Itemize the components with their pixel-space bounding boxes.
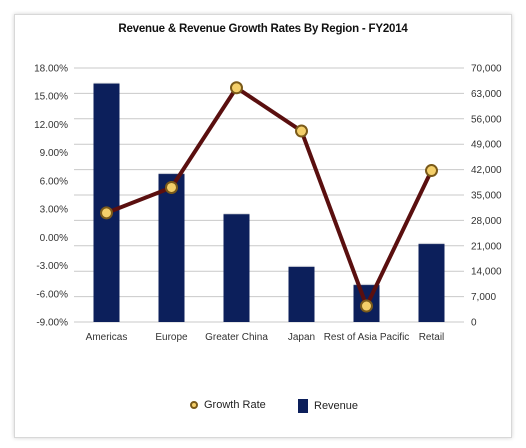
- category-label: Americas: [86, 332, 128, 343]
- revenue-bar: [288, 266, 315, 322]
- chart-title: Revenue & Revenue Growth Rates By Region…: [118, 23, 408, 35]
- right-tick-label: 49,000: [471, 140, 502, 151]
- right-tick-label: 28,000: [471, 216, 502, 227]
- left-tick-label: 12.00%: [34, 120, 68, 131]
- left-tick-label: 9.00%: [40, 148, 68, 159]
- revenue-bar: [223, 213, 250, 322]
- category-label: Europe: [155, 332, 188, 343]
- legend-item-growth: Growth Rate: [190, 399, 266, 411]
- axis-layer: 18.00% 15.00% 12.00% 9.00% 6.00% 3.00% 0.00% -3…: [34, 64, 502, 344]
- revenue-bar-highlight: [353, 283, 380, 286]
- category-label: Greater China: [205, 332, 268, 343]
- revenue-bar-highlight: [288, 265, 315, 267]
- category-label: Japan: [288, 332, 315, 343]
- legend-label-growth: Growth Rate: [204, 399, 266, 411]
- bar-layer: [93, 82, 445, 323]
- right-tick-label: 63,000: [471, 89, 502, 100]
- growth-rate-point: [100, 206, 113, 220]
- right-tick-label: 7,000: [471, 292, 496, 303]
- legend-item-revenue: Revenue: [298, 399, 358, 413]
- left-tick-label: -6.00%: [36, 289, 68, 300]
- legend-bar-icon: [298, 399, 308, 413]
- revenue-bar: [93, 83, 120, 323]
- left-tick-label: 18.00%: [34, 64, 68, 75]
- left-tick-label: 6.00%: [40, 176, 68, 187]
- right-tick-label: 35,000: [471, 191, 502, 202]
- revenue-bar: [418, 243, 445, 322]
- growth-rate-point: [425, 164, 438, 178]
- revenue-bar-highlight: [158, 172, 185, 175]
- legend: Growth Rate Revenue: [0, 399, 526, 415]
- left-tick-label: 0.00%: [40, 233, 68, 244]
- line-layer: [100, 81, 438, 313]
- growth-rate-point: [295, 124, 308, 138]
- right-tick-label: 42,000: [471, 165, 502, 176]
- growth-rate-point: [360, 299, 373, 313]
- growth-rate-point: [230, 81, 243, 95]
- category-label: Rest of Asia Pacific: [324, 332, 410, 343]
- right-tick-label: 0: [471, 318, 477, 329]
- right-tick-label: 70,000: [471, 64, 502, 75]
- revenue-bar-highlight: [93, 82, 120, 84]
- growth-rate-point: [165, 180, 178, 194]
- revenue-bar: [158, 173, 185, 322]
- left-tick-label: -9.00%: [36, 318, 68, 329]
- category-label: Retail: [419, 332, 445, 343]
- revenue-bar-highlight: [223, 212, 250, 215]
- legend-marker-icon: [190, 401, 198, 409]
- left-tick-label: 3.00%: [40, 205, 68, 216]
- legend-label-revenue: Revenue: [314, 400, 359, 412]
- grid-layer: [74, 67, 464, 323]
- left-tick-label: 15.00%: [34, 92, 68, 103]
- right-tick-label: 14,000: [471, 267, 502, 278]
- right-tick-label: 21,000: [471, 241, 502, 252]
- left-tick-label: -3.00%: [36, 261, 68, 272]
- right-tick-label: 56,000: [471, 114, 502, 125]
- revenue-bar-highlight: [418, 242, 445, 245]
- growth-rate-line: [105, 85, 434, 309]
